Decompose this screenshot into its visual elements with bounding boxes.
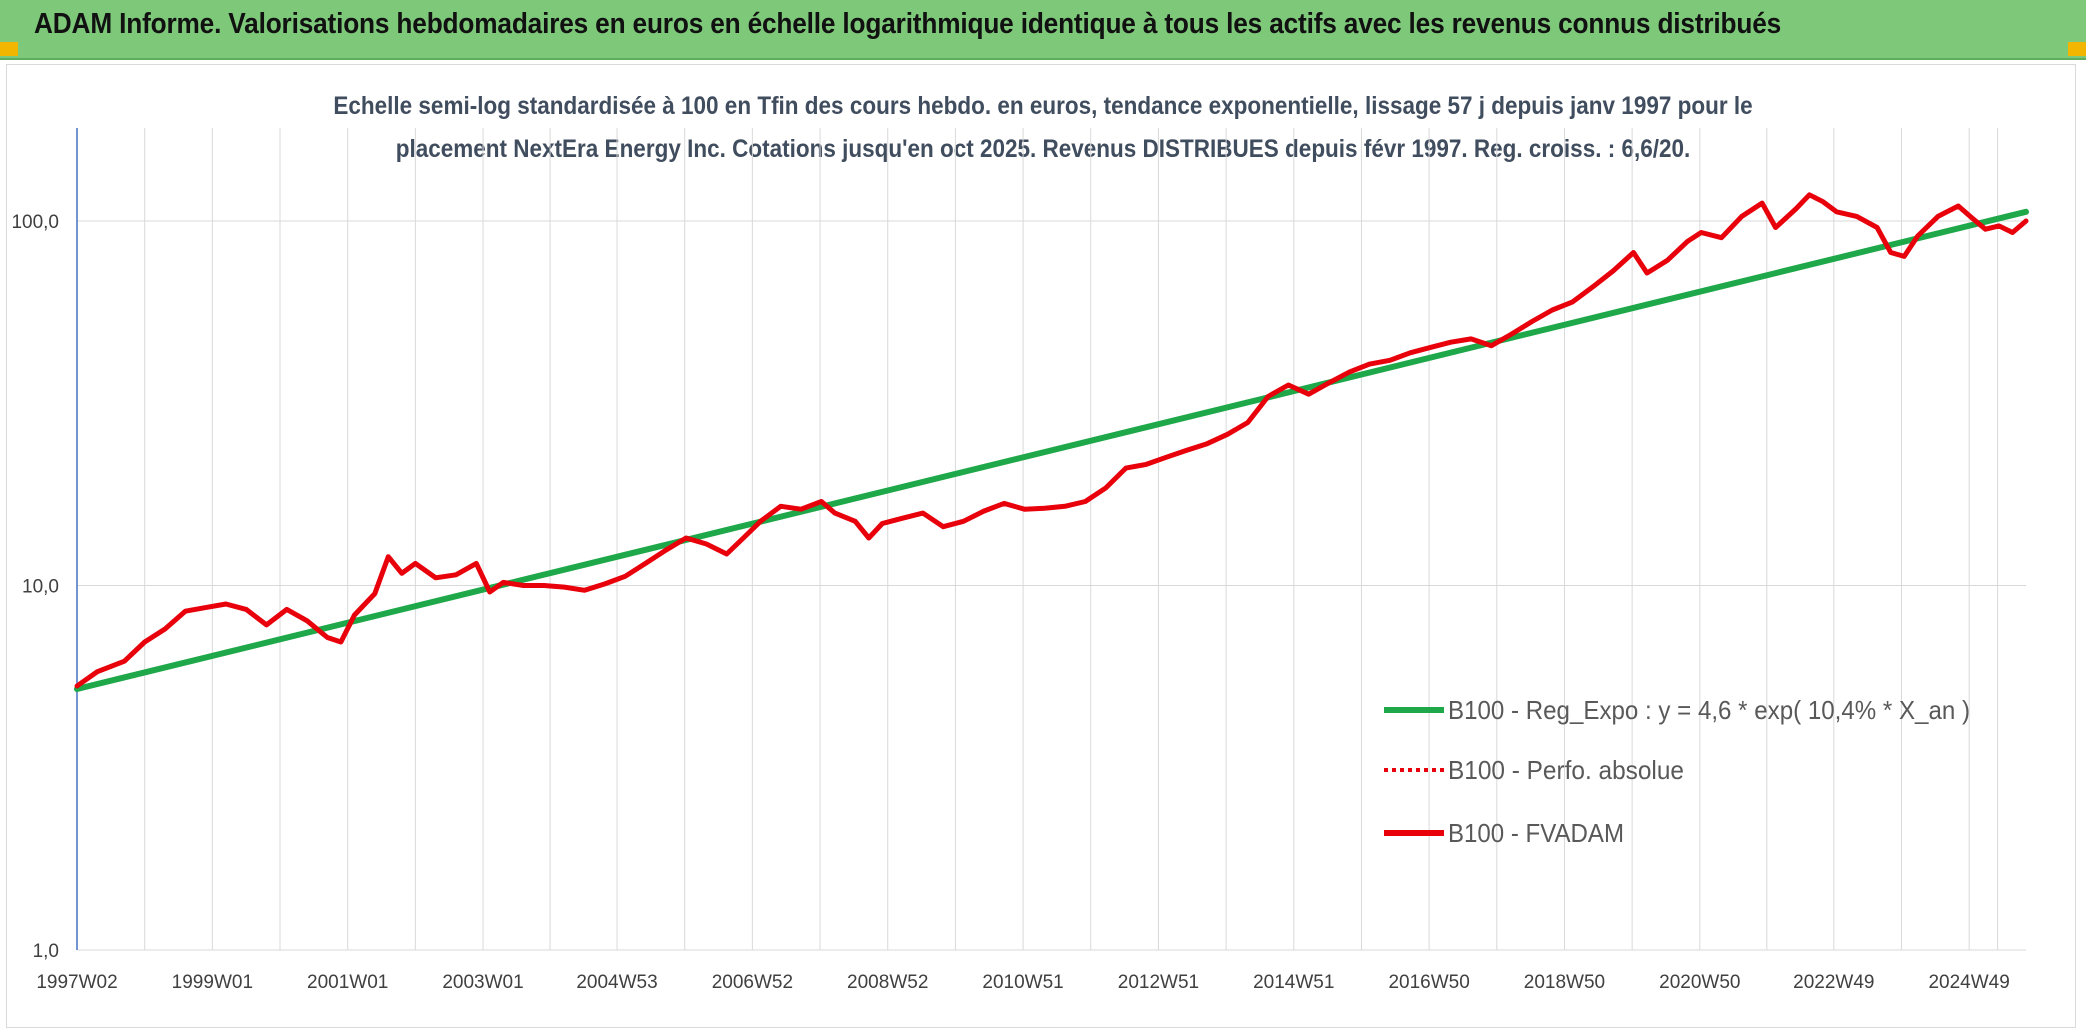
tick-labels: 1997W02 1999W01 2001W01 2003W01 2004W53 2006W… [11,212,2009,993]
x-tick-label: 2010W51 [982,972,1063,993]
x-tick-label: 1999W01 [172,972,253,993]
report-header: ADAM Informe. Valorisations hebdomadaire… [0,0,2086,60]
corner-mark-right [2068,42,2086,56]
x-tick-label: 2014W51 [1253,972,1334,993]
series-line-regression [74,208,2029,692]
grid-lines [77,128,2026,951]
x-tick-label: 2022W49 [1793,972,1874,993]
x-tick-label: 2016W50 [1388,972,1469,993]
x-tick-label: 2018W50 [1524,972,1605,993]
x-tick-label: 2012W51 [1118,972,1199,993]
legend-label-fvadam: B100 - FVADAM [1448,818,1624,848]
x-tick-label: 2024W49 [1928,972,2009,993]
x-tick-label: 2004W53 [576,972,657,993]
report-title: ADAM Informe. Valorisations hebdomadaire… [34,8,1782,40]
series-line-fvadam [74,192,2029,689]
legend-label-regression: B100 - Reg_Expo : y = 4,6 * exp( 10,4% *… [1448,695,1970,725]
y-tick-label: 1,0 [33,941,59,962]
chart-title-line-2: placement NextEra Energy Inc. Cotations … [395,135,1691,163]
corner-mark-left [0,42,18,56]
x-tick-label: 2008W52 [847,972,928,993]
series-lines [74,192,2029,692]
x-tick-label: 1997W02 [36,972,117,993]
legend: B100 - Reg_Expo : y = 4,6 * exp( 10,4% *… [1384,695,1970,848]
x-tick-label: 2003W01 [442,972,523,993]
x-tick-label: 2006W52 [712,972,793,993]
chart-title-line-1: Echelle semi-log standardisée à 100 en T… [333,92,1753,120]
y-tick-label: 10,0 [22,577,59,598]
legend-label-perfo-absolue: B100 - Perfo. absolue [1448,755,1684,785]
y-tick-label: 100,0 [11,212,59,233]
x-tick-label: 2001W01 [307,972,388,993]
x-tick-label: 2020W50 [1659,972,1740,993]
